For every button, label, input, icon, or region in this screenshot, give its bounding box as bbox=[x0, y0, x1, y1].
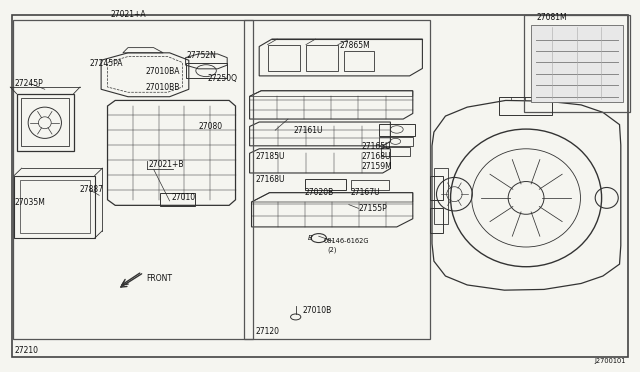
Text: 27010B: 27010B bbox=[302, 306, 332, 315]
Text: 27120: 27120 bbox=[256, 327, 280, 336]
Text: B: B bbox=[308, 235, 312, 241]
Text: 27020B: 27020B bbox=[305, 188, 334, 197]
Text: 27887: 27887 bbox=[80, 185, 104, 194]
Bar bbox=[351, 180, 389, 190]
Bar bbox=[21, 98, 69, 146]
Text: 08146-6162G: 08146-6162G bbox=[323, 238, 369, 244]
Bar bbox=[244, 20, 430, 339]
Text: 27161U: 27161U bbox=[293, 126, 323, 135]
Text: 27865M: 27865M bbox=[339, 41, 370, 50]
Text: 27245PA: 27245PA bbox=[90, 59, 123, 68]
Text: 27155P: 27155P bbox=[358, 204, 387, 213]
Text: 27210: 27210 bbox=[14, 346, 38, 355]
Text: 27752N: 27752N bbox=[187, 51, 217, 60]
Bar bbox=[14, 176, 95, 238]
Bar bbox=[379, 124, 415, 136]
Text: 27010BA: 27010BA bbox=[146, 67, 180, 76]
Text: 27081M: 27081M bbox=[536, 13, 567, 22]
Text: 27168U: 27168U bbox=[256, 175, 285, 184]
Bar bbox=[160, 193, 195, 206]
Text: J2700101: J2700101 bbox=[595, 358, 626, 364]
Bar bbox=[17, 94, 74, 151]
Text: 27010BB: 27010BB bbox=[146, 83, 180, 92]
Text: FRONT: FRONT bbox=[146, 274, 172, 283]
Bar bbox=[430, 176, 443, 200]
Text: 27010: 27010 bbox=[172, 193, 196, 202]
Bar bbox=[344, 51, 374, 71]
Text: 27245P: 27245P bbox=[14, 79, 43, 88]
Bar bbox=[305, 179, 346, 190]
Text: 27080: 27080 bbox=[198, 122, 223, 131]
Text: 27021+B: 27021+B bbox=[148, 160, 184, 169]
Text: (2): (2) bbox=[328, 247, 337, 253]
Text: 27185U: 27185U bbox=[256, 153, 285, 161]
Bar bbox=[524, 15, 630, 112]
Bar bbox=[499, 97, 552, 115]
Bar bbox=[531, 25, 623, 102]
Text: 27021+A: 27021+A bbox=[110, 10, 146, 19]
Bar bbox=[20, 180, 90, 232]
Text: 27167U: 27167U bbox=[351, 188, 380, 197]
Bar bbox=[13, 20, 253, 339]
Bar bbox=[381, 147, 410, 156]
Text: 27165U: 27165U bbox=[362, 142, 391, 151]
Text: 27168U: 27168U bbox=[362, 153, 391, 161]
Bar bbox=[186, 63, 227, 78]
Text: 27250Q: 27250Q bbox=[208, 74, 238, 83]
Bar bbox=[430, 208, 443, 232]
Bar bbox=[268, 45, 300, 71]
Bar bbox=[306, 45, 338, 71]
Bar bbox=[379, 137, 413, 146]
Text: 27159M: 27159M bbox=[362, 162, 392, 171]
Text: 27035M: 27035M bbox=[14, 198, 45, 207]
